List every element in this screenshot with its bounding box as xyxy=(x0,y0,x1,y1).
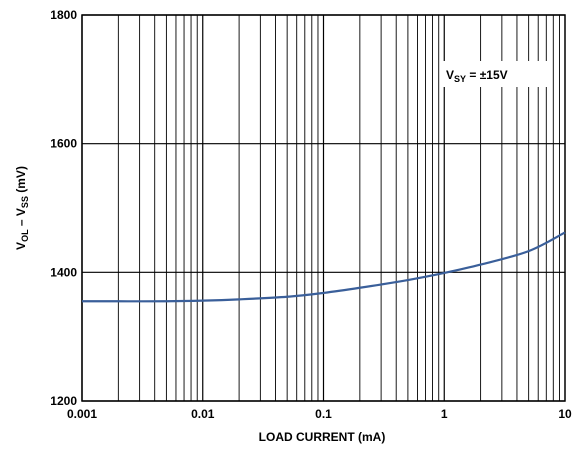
annotation-rest: = ±15V xyxy=(466,68,508,82)
y-axis-title-main: V xyxy=(14,242,28,250)
y-tick-label: 1600 xyxy=(50,137,77,151)
grid xyxy=(81,14,565,402)
x-tick-label: 0.001 xyxy=(67,407,97,421)
x-tick-label: 0.1 xyxy=(315,407,332,421)
y-axis-title-sub2: SS xyxy=(20,196,30,208)
annotation-main: V xyxy=(446,68,454,82)
y-axis-title-end: (mV) xyxy=(14,166,28,196)
y-tick-label: 1400 xyxy=(50,265,77,279)
annotation-sub: SY xyxy=(454,74,466,84)
x-tick-labels: 0.001 0.01 0.1 1 10 xyxy=(67,407,572,421)
plot-frame xyxy=(81,14,566,402)
annotation-background xyxy=(441,61,548,87)
y-axis-title-mid: – V xyxy=(14,208,28,229)
x-tick-label: 1 xyxy=(441,407,448,421)
annotation-text: VSY = ±15V xyxy=(446,68,508,84)
y-tick-labels: 1200 1400 1600 1800 xyxy=(50,8,77,408)
series-line xyxy=(81,231,566,303)
y-tick-label: 1200 xyxy=(50,394,77,408)
x-tick-label: 0.01 xyxy=(191,407,215,421)
x-axis-title: LOAD CURRENT (mA) xyxy=(259,430,386,444)
y-tick-label: 1800 xyxy=(50,8,77,22)
series-group xyxy=(81,231,566,303)
y-axis-title-sub1: OL xyxy=(20,229,30,242)
annotation-box: VSY = ±15V xyxy=(441,61,548,87)
y-axis-title: VOL – VSS (mV) xyxy=(14,166,30,250)
x-tick-label: 10 xyxy=(558,407,572,421)
